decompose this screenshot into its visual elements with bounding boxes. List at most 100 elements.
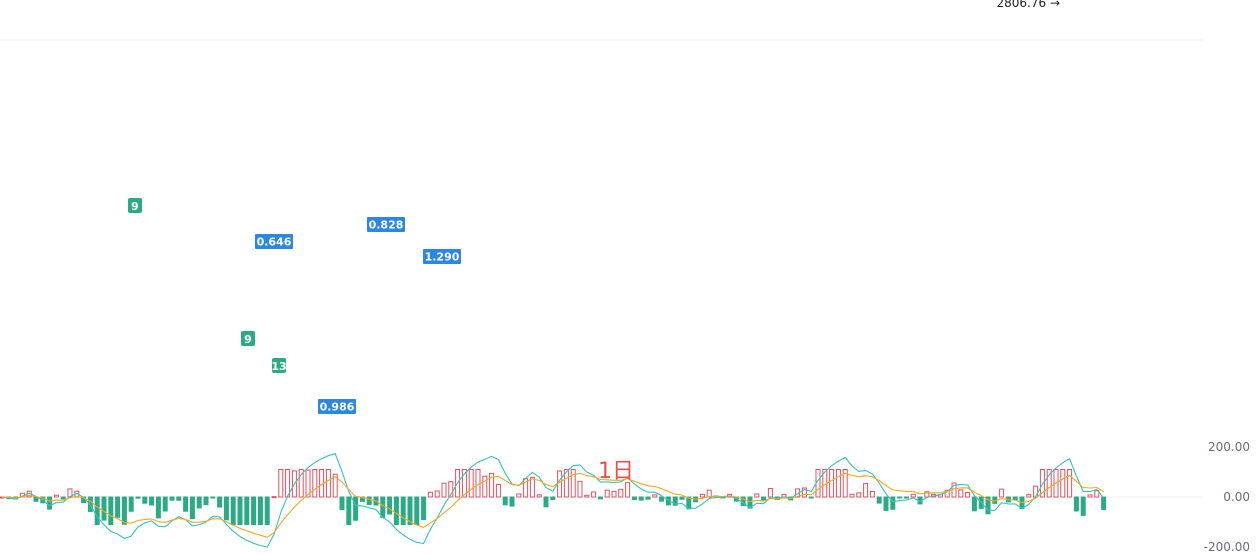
macd-histogram-bar <box>94 496 100 525</box>
td-count-bg <box>272 358 286 373</box>
macd-histogram-bar <box>767 487 773 498</box>
macd-histogram-bar <box>835 469 841 498</box>
macd-histogram-bar <box>1094 490 1100 498</box>
macd-histogram-bar <box>754 493 760 498</box>
macd-histogram-bar <box>325 469 331 498</box>
macd-histogram-bar <box>482 475 488 498</box>
macd-histogram-bar <box>149 496 155 506</box>
macd-histogram-bar <box>801 487 807 498</box>
macd-histogram-bar <box>985 496 991 515</box>
macd-histogram-bar <box>509 496 515 507</box>
macd-histogram-bar <box>407 496 413 525</box>
macd-histogram-bar <box>502 496 508 506</box>
td-count-label: 9 <box>244 333 252 346</box>
macd-histogram-bar <box>1080 496 1086 516</box>
macd-histogram-bar <box>427 491 433 498</box>
macd-panel: 200.00 0.00 -200.00 1日 <box>0 440 1250 554</box>
macd-histogram-bar <box>897 496 903 499</box>
macd-histogram-bar <box>849 493 855 498</box>
macd-histogram-bar <box>278 469 284 498</box>
macd-histogram-bar <box>869 490 875 498</box>
macd-histogram-bar <box>1033 485 1039 498</box>
macd-histogram-bar <box>999 488 1005 498</box>
macd-histogram-bar <box>87 496 93 512</box>
macd-histogram-bar <box>135 496 141 499</box>
pattern-ratio-bg <box>367 217 405 232</box>
macd-histogram-bar <box>563 469 569 498</box>
macd-histogram-bar <box>414 496 420 525</box>
macd-histogram-bar <box>380 496 386 518</box>
macd-histogram-bar <box>176 496 182 501</box>
macd-histogram-bar <box>210 496 216 499</box>
macd-histogram-bar <box>597 496 603 500</box>
td-count-label: 13 <box>271 360 286 373</box>
macd-histogram-bar <box>829 469 835 498</box>
macd-histogram-bar <box>652 494 658 498</box>
macd-histogram-bar <box>1087 494 1093 498</box>
macd-histogram-bar <box>570 469 576 498</box>
macd-histogram-bar <box>271 496 277 499</box>
macd-histogram-bar <box>856 492 862 498</box>
macd-histogram-bar <box>312 469 318 498</box>
macd-histogram-bar <box>434 490 440 498</box>
macd-histogram-bar <box>876 496 882 504</box>
pattern-ratio-bg <box>255 234 293 249</box>
high-marker-label: 2806.76 → <box>997 0 1061 10</box>
macd-histogram-bar <box>251 496 257 525</box>
macd-histogram-bar <box>237 496 243 525</box>
macd-histogram-bar <box>529 476 535 498</box>
macd-histogram-bar <box>577 480 583 498</box>
macd-histogram-bar <box>699 493 705 498</box>
pattern-ratio-bg <box>318 399 356 414</box>
macd-histogram-bar <box>536 494 542 498</box>
macd-histogram-bar <box>115 496 121 518</box>
macd-histogram-bar <box>223 496 229 521</box>
macd-histogram-bar <box>1060 469 1066 498</box>
macd-histogram-bar <box>121 496 127 525</box>
macd-histogram-bar <box>863 483 869 498</box>
macd-histogram-bar <box>183 496 189 512</box>
macd-tick-label: -200.00 <box>1204 540 1250 554</box>
timeframe-label: 1日 <box>598 459 634 484</box>
macd-histogram-bar <box>944 489 950 498</box>
macd-histogram-bar <box>1053 469 1059 498</box>
macd-histogram-bar <box>1067 469 1073 498</box>
macd-histogram-bar <box>305 469 311 498</box>
macd-histogram-bar <box>495 483 501 498</box>
macd-histogram-bar <box>631 496 637 501</box>
macd-histogram-bar <box>387 496 393 515</box>
macd-histogram-bar <box>47 496 53 510</box>
pattern-ratio-label: 1.290 <box>425 251 460 264</box>
macd-histogram-bar <box>393 496 399 525</box>
macd-histogram-bar <box>257 496 263 525</box>
macd-histogram-bar <box>142 496 148 504</box>
macd-histogram-bar <box>1046 469 1052 498</box>
macd-histogram-bar <box>196 496 202 509</box>
macd-histogram-bar <box>910 493 916 498</box>
macd-histogram-bar <box>958 489 964 498</box>
pattern-ratio-bg <box>423 249 461 264</box>
macd-histogram-bar <box>1101 496 1107 510</box>
chart-grid <box>0 39 1203 41</box>
macd-histogram-bar <box>1073 496 1079 512</box>
macd-histogram-bar <box>903 496 909 499</box>
macd-histogram-bar <box>244 496 250 525</box>
macd-histogram-bar <box>346 496 352 525</box>
macd-histogram-bar <box>468 469 474 498</box>
macd-histogram-bar <box>618 488 624 498</box>
macd-histogram-bar <box>965 491 971 498</box>
macd-histogram-bar <box>230 496 236 525</box>
macd-histogram-bar <box>400 496 406 525</box>
macd-histogram-bar <box>53 494 59 498</box>
macd-histogram-bar <box>883 496 889 511</box>
pattern-ratio-label: 0.828 <box>369 219 404 232</box>
macd-histogram-bar <box>557 470 563 498</box>
macd-histogram-bar <box>591 491 597 498</box>
macd-histogram-bar <box>604 489 610 498</box>
macd-histogram-bar <box>421 496 427 521</box>
td-count-label: 9 <box>131 200 139 213</box>
chart-overlays: 2688.392806.76 →← 1503.609913 <box>128 0 1061 373</box>
macd-histogram-bar <box>672 496 678 506</box>
